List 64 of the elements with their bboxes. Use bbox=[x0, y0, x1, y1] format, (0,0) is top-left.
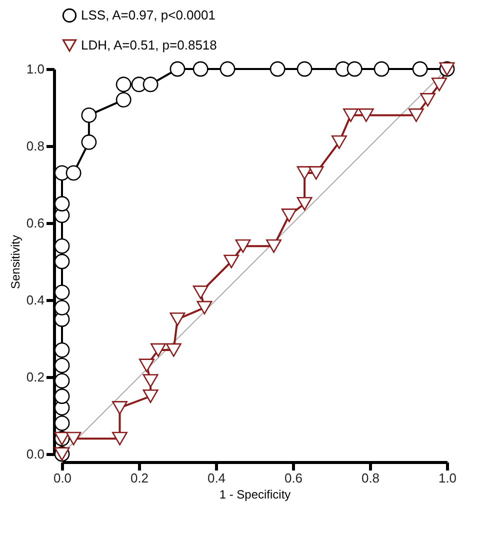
point bbox=[54, 284, 70, 300]
point bbox=[220, 61, 236, 77]
x-tick-label: 0.4 bbox=[207, 470, 226, 486]
point bbox=[296, 61, 312, 77]
point bbox=[116, 76, 132, 92]
point bbox=[281, 208, 297, 222]
point bbox=[142, 76, 158, 92]
point bbox=[308, 166, 324, 180]
point bbox=[374, 61, 390, 77]
point bbox=[196, 300, 212, 314]
point bbox=[138, 358, 154, 372]
point bbox=[358, 108, 374, 122]
point bbox=[54, 196, 70, 212]
point bbox=[343, 108, 358, 122]
y-tick-label: 0.6 bbox=[26, 216, 44, 230]
point bbox=[408, 108, 424, 122]
y-tick-label: 0.4 bbox=[26, 292, 44, 308]
point bbox=[150, 343, 166, 357]
point bbox=[112, 432, 128, 446]
point bbox=[224, 254, 240, 268]
text: 0.0 bbox=[53, 470, 72, 486]
point bbox=[170, 61, 186, 77]
point bbox=[296, 196, 312, 211]
x-tick-label: 0.6 bbox=[284, 470, 303, 486]
point bbox=[54, 254, 70, 270]
point bbox=[54, 415, 70, 431]
legend-label: LSS, A=0.97, p<0.0001 bbox=[81, 8, 216, 22]
point bbox=[266, 239, 282, 253]
point bbox=[54, 358, 70, 374]
point bbox=[420, 93, 436, 107]
y-tick-label: 0.8 bbox=[26, 138, 44, 154]
point bbox=[346, 61, 362, 77]
x-tick-label: 0.8 bbox=[361, 470, 380, 486]
point bbox=[116, 92, 132, 108]
legend-label: LDH, A=0.51, p=0.8518 bbox=[81, 38, 217, 52]
point bbox=[54, 238, 70, 254]
point bbox=[166, 343, 182, 357]
point bbox=[54, 373, 70, 389]
point bbox=[54, 300, 70, 316]
point bbox=[331, 135, 347, 149]
text: 0.0 bbox=[26, 446, 44, 462]
point bbox=[81, 107, 97, 123]
point bbox=[112, 401, 128, 415]
point bbox=[142, 389, 158, 404]
text: 1.0 bbox=[438, 470, 457, 486]
x-tick-label: 0.2 bbox=[130, 470, 149, 486]
point bbox=[66, 432, 82, 446]
point bbox=[412, 61, 428, 77]
point bbox=[54, 342, 70, 358]
point bbox=[192, 286, 208, 300]
point bbox=[54, 388, 70, 404]
point bbox=[170, 312, 186, 326]
point bbox=[66, 165, 82, 181]
point bbox=[235, 239, 251, 253]
point bbox=[81, 134, 97, 150]
text: 1.0 bbox=[26, 62, 44, 76]
y-tick-label: 0.2 bbox=[26, 370, 44, 384]
y-axis-title: Sensitivity bbox=[8, 234, 22, 290]
point bbox=[192, 61, 208, 77]
point bbox=[142, 374, 158, 388]
point bbox=[432, 78, 448, 92]
point bbox=[296, 166, 312, 180]
x-axis-title: 1 - Specificity bbox=[219, 488, 291, 502]
point bbox=[270, 61, 286, 77]
